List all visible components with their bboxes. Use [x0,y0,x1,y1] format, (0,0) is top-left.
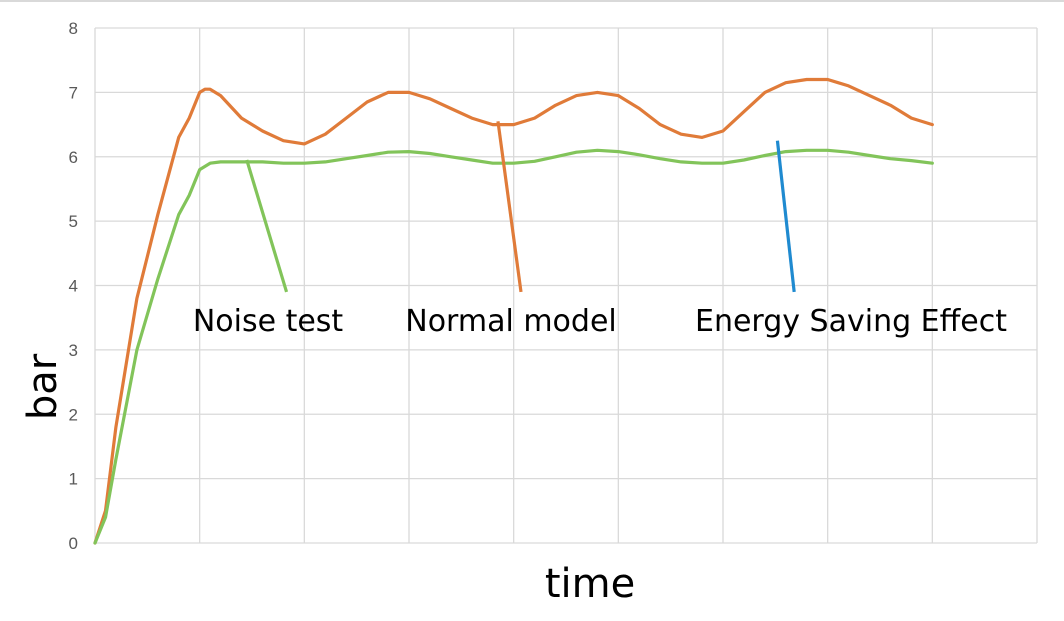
annotation-energy-saving-effect: Energy Saving Effect [695,304,1007,339]
x-axis-title: time [545,561,635,607]
annotation-pointer-3 [775,140,796,293]
series-line-1 [93,77,934,545]
y-tick-label: 8 [69,19,78,38]
y-tick-label: 7 [69,83,78,102]
y-tick-label: 1 [69,470,78,489]
y-tick-label: 6 [69,148,78,167]
y-axis-title: bar [20,353,66,420]
data-series [93,77,934,545]
annotation-pointer-2 [496,121,523,293]
annotation-pointer-1 [245,159,289,293]
annotation-normal-model: Normal model [405,304,617,339]
y-tick-label: 0 [69,534,78,553]
y-tick-labels: 0 1 2 3 4 5 6 7 8 [69,19,78,553]
y-tick-label: 3 [69,341,78,360]
annotation-pointers [245,121,796,293]
y-tick-label: 2 [69,405,78,424]
gridlines [94,27,1038,544]
series-line-2 [93,148,934,545]
annotation-noise-test: Noise test [193,304,344,339]
y-tick-label: 4 [69,277,78,296]
y-tick-label: 5 [69,212,78,231]
